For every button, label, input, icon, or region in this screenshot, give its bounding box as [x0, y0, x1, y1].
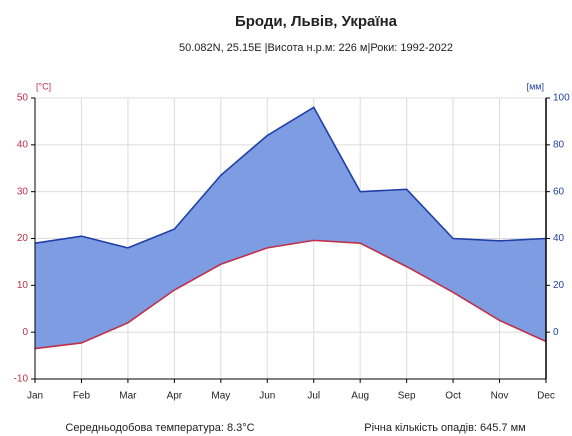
- x-tick-label: Jul: [307, 391, 320, 402]
- x-tick-label: Jan: [27, 391, 43, 402]
- y-tick-label: 50: [17, 93, 29, 104]
- y2-tick-label: 60: [553, 186, 565, 197]
- x-tick-label: Aug: [351, 391, 369, 402]
- y2-tick-label: 0: [553, 327, 559, 338]
- chart-subtitle: 50.082N, 25.15E |Висота н.р.м: 226 м|Рок…: [179, 42, 453, 54]
- y-tick-label: 40: [17, 139, 29, 150]
- y2-tick-label: 40: [553, 233, 565, 244]
- x-tick-label: Dec: [537, 391, 555, 402]
- y-axis-label: [°C]: [36, 81, 51, 91]
- x-tick-label: Jun: [259, 391, 275, 402]
- precip-fill: [35, 107, 546, 349]
- x-tick-label: Nov: [491, 391, 509, 402]
- x-tick-label: Sep: [398, 391, 416, 402]
- series-line: [34, 239, 547, 350]
- y2-axis-label: [мм]: [527, 81, 544, 91]
- y-tick-label: 20: [17, 233, 29, 244]
- x-tick-label: Oct: [445, 391, 461, 402]
- y-tick-label: 30: [17, 186, 29, 197]
- y2-tick-label: 80: [553, 139, 565, 150]
- chart-title: Броди, Львів, Україна: [235, 13, 398, 30]
- y2-tick-label: 20: [553, 280, 565, 291]
- x-tick-label: Mar: [119, 391, 137, 402]
- x-tick-label: Apr: [167, 391, 183, 402]
- y2-tick-label: 100: [553, 93, 570, 104]
- x-tick-label: May: [211, 391, 230, 402]
- annotation: Середньодобова температура: 8.3°C: [65, 422, 254, 434]
- x-tick-label: Feb: [73, 391, 91, 402]
- y-tick-label: -10: [14, 374, 29, 385]
- y-tick-label: 10: [17, 280, 29, 291]
- annotation: Річна кількість опадів: 645.7 мм: [364, 422, 525, 434]
- series-line: [34, 106, 547, 249]
- y-tick-label: 0: [22, 327, 28, 338]
